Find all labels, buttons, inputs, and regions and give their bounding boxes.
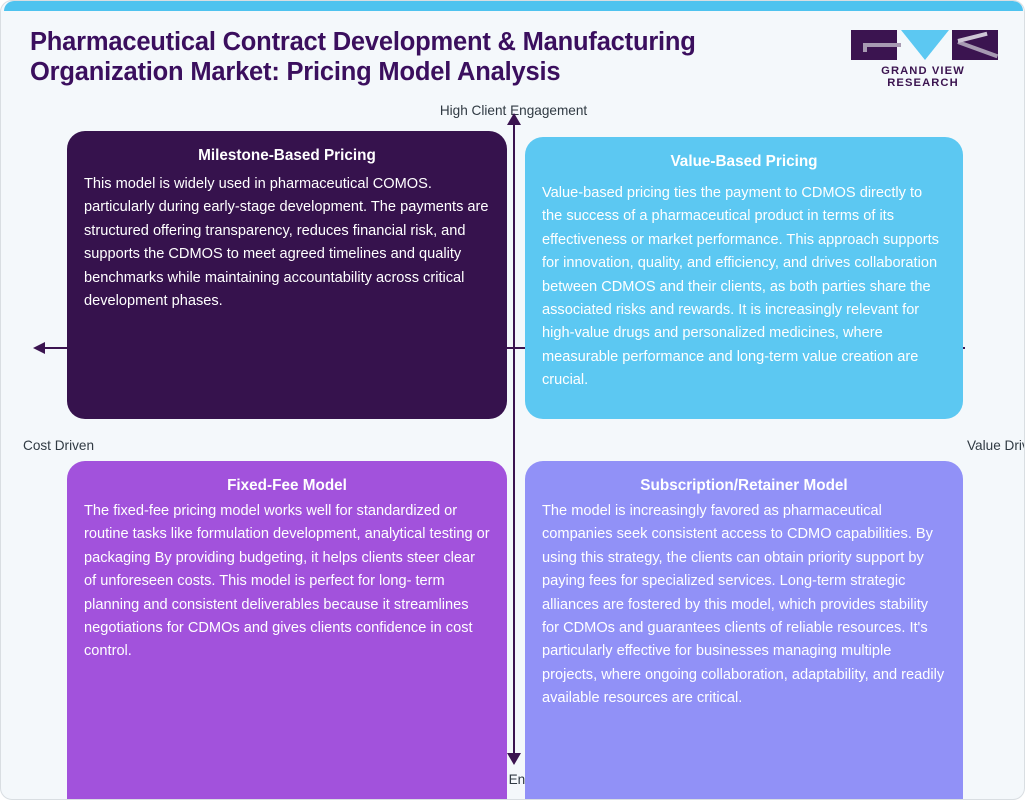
arrow-down-icon <box>507 753 521 765</box>
quadrant-matrix: High Client Engagement Low Client Engage… <box>1 95 1024 799</box>
vertical-axis-line <box>513 123 515 759</box>
quadrant-card-milestone-based-pricing: Milestone-Based Pricing This model is wi… <box>67 131 507 419</box>
logo-wordmark: GRAND VIEW RESEARCH <box>881 65 965 89</box>
logo-g-icon <box>851 30 901 60</box>
quadrant-body: This model is widely used in pharmaceuti… <box>84 176 489 310</box>
logo-r-slash <box>957 40 998 59</box>
quadrant-card-fixed-fee-model: Fixed-Fee Model The fixed-fee pricing mo… <box>67 461 507 799</box>
header: Pharmaceutical Contract Development & Ma… <box>1 11 1024 95</box>
quadrant-title: Subscription/Retainer Model <box>640 477 848 494</box>
axis-label-right: Value Driven <box>967 438 1024 453</box>
logo-r-bar <box>957 31 988 43</box>
axis-label-top: High Client Engagement <box>439 103 588 118</box>
quadrant-title: Fixed-Fee Model <box>227 477 347 494</box>
axis-label-left: Cost Driven <box>23 438 95 453</box>
quadrant-card-value-based-pricing: Value-Based Pricing Value-based pricing … <box>525 137 963 419</box>
quadrant-body: The model is increasingly favored as pha… <box>542 503 945 707</box>
quadrant-card-subscription-retainer-model: Subscription/Retainer Model The model is… <box>525 461 963 799</box>
logo-v-triangle-icon <box>901 30 949 60</box>
page-title: Pharmaceutical Contract Development & Ma… <box>30 28 696 86</box>
quadrant-title: Milestone-Based Pricing <box>198 147 376 164</box>
grand-view-research-logo: GRAND VIEW RESEARCH <box>847 29 999 89</box>
quadrant-body: Value-based pricing ties the payment to … <box>542 185 939 389</box>
arrow-up-icon <box>507 113 521 125</box>
quadrant-title: Value-Based Pricing <box>670 153 818 170</box>
top-accent-bar <box>4 1 1023 11</box>
quadrant-body: The fixed-fee pricing model works well f… <box>84 503 490 660</box>
arrow-left-icon <box>33 342 45 354</box>
logo-marks <box>847 29 999 63</box>
logo-r-icon <box>952 30 998 60</box>
